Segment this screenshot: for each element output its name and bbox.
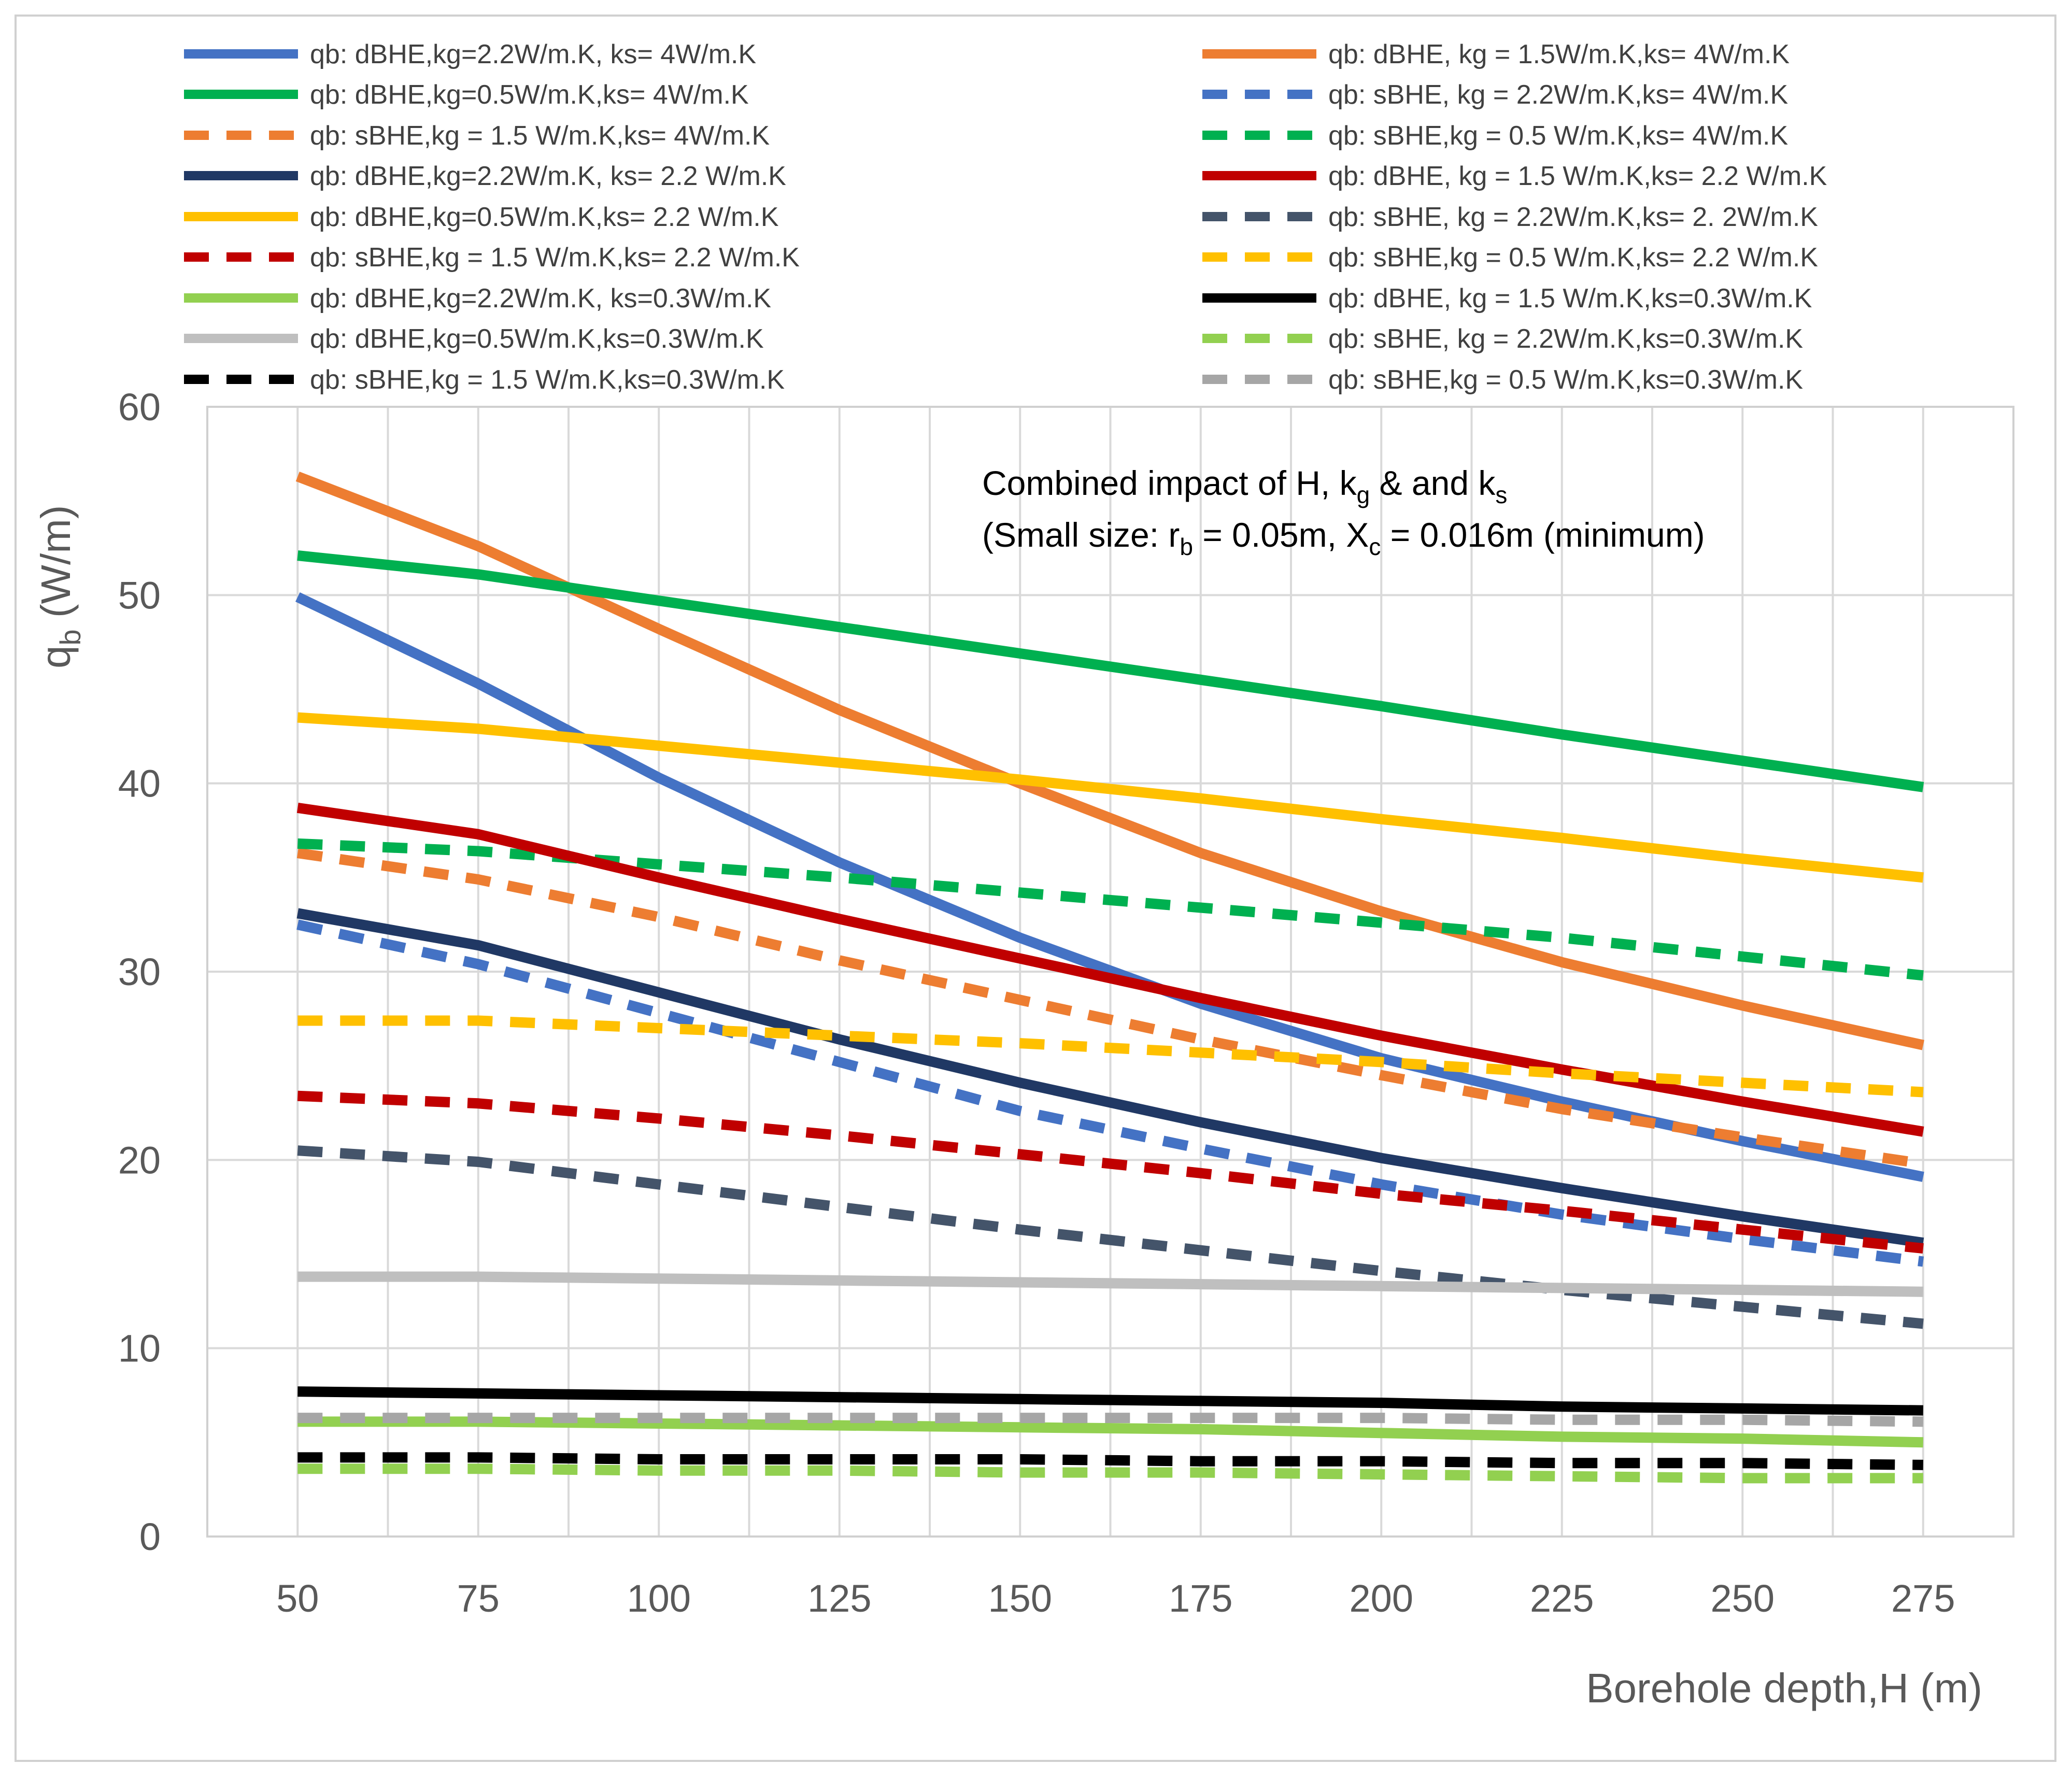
- annotation-line2-sub-b: b: [1180, 533, 1193, 560]
- legend-label-6: qb: sBHE,kg = 0.5 W/m.K,ks= 4W/m.K: [1328, 121, 1788, 151]
- annotation-line1-text: Combined impact of H, k: [982, 464, 1357, 502]
- series-line-10: [297, 1145, 1924, 1329]
- x-tick-label: 200: [1350, 1577, 1413, 1620]
- annotation-line2-end: = 0.016m (minimum): [1381, 516, 1705, 554]
- series-line-15: [297, 1271, 1923, 1297]
- x-tick-label: 125: [807, 1577, 871, 1620]
- x-tick-label: 250: [1711, 1577, 1775, 1620]
- y-tick-label: 20: [118, 1139, 161, 1182]
- y-tick-label: 50: [118, 574, 161, 617]
- legend-label-7: qb: dBHE,kg=2.2W/m.K, ks= 2.2 W/m.K: [310, 161, 786, 191]
- axis-ticks: 0 10 20 30 40 50 60 50 75 100 125 150 175 200 225 250 27…: [118, 386, 1955, 1620]
- legend: qb: dBHE,kg=2.2W/m.K, ks= 4W/m.K qb: dBHE…: [184, 39, 1827, 395]
- series-line-5: [296, 848, 1924, 1169]
- legend-label-4: qb: sBHE, kg = 2.2W/m.K,ks= 4W/m.K: [1328, 80, 1788, 110]
- x-tick-label: 175: [1169, 1577, 1232, 1620]
- y-axis-title-unit: (W/m): [33, 505, 79, 629]
- legend-label-5: qb: sBHE,kg = 1.5 W/m.K,ks= 4W/m.K: [310, 121, 770, 151]
- x-tick-label: 75: [457, 1577, 500, 1620]
- series-line-7: [296, 908, 1924, 1248]
- x-tick-label: 275: [1891, 1577, 1955, 1620]
- legend-label-3: qb: dBHE,kg=0.5W/m.K,ks= 4W/m.K: [310, 80, 749, 110]
- series-line-3: [297, 550, 1924, 792]
- legend-label-17: qb: sBHE,kg = 1.5 W/m.K,ks=0.3W/m.K: [310, 365, 785, 395]
- series-line-8: [296, 803, 1924, 1137]
- x-tick-label: 100: [627, 1577, 691, 1620]
- series-line-18: [297, 1413, 1923, 1427]
- x-tick-label: 50: [276, 1577, 319, 1620]
- series-line-11: [297, 1090, 1924, 1254]
- y-tick-label: 60: [118, 386, 161, 429]
- legend-label-18: qb: sBHE,kg = 0.5 W/m.K,ks=0.3W/m.K: [1328, 365, 1803, 395]
- series-line-9: [297, 712, 1924, 883]
- annotation-line1-mid: & and k: [1370, 464, 1496, 502]
- y-axis-title: qb (W/m): [33, 505, 87, 668]
- annotation-line-2: (Small size: rb = 0.05m, Xc = 0.016m (mi…: [982, 516, 1705, 560]
- plot-area-border: [206, 406, 2014, 1538]
- legend-label-11: qb: sBHE,kg = 1.5 W/m.K,ks= 2.2 W/m.K: [310, 243, 800, 273]
- annotation-line2-text: (Small size: r: [982, 516, 1180, 554]
- annotation-line1-sub-g: g: [1357, 481, 1370, 508]
- legend-label-12: qb: sBHE,kg = 0.5 W/m.K,ks= 2.2 W/m.K: [1328, 243, 1818, 273]
- legend-label-16: qb: sBHE, kg = 2.2W/m.K,ks=0.3W/m.K: [1328, 324, 1803, 354]
- legend-label-15: qb: dBHE,kg=0.5W/m.K,ks=0.3W/m.K: [310, 324, 764, 354]
- x-tick-label: 150: [988, 1577, 1052, 1620]
- annotation-line2-mid: = 0.05m, X: [1193, 516, 1369, 554]
- y-tick-label: 40: [118, 762, 161, 805]
- legend-label-8: qb: dBHE, kg = 1.5 W/m.K,ks= 2.2 W/m.K: [1328, 161, 1827, 191]
- annotation-line2-sub-c: c: [1369, 533, 1381, 560]
- legend-label-13: qb: dBHE,kg=2.2W/m.K, ks=0.3W/m.K: [310, 283, 771, 314]
- legend-label-2: qb: dBHE, kg = 1.5W/m.K,ks= 4W/m.K: [1328, 39, 1790, 69]
- series-line-16: [297, 1463, 1923, 1484]
- series-lines: [295, 472, 1924, 1484]
- legend-label-1: qb: dBHE,kg=2.2W/m.K, ks= 4W/m.K: [310, 39, 756, 69]
- x-tick-label: 225: [1530, 1577, 1594, 1620]
- y-tick-label: 0: [139, 1515, 161, 1558]
- series-line-12: [297, 1015, 1924, 1098]
- y-tick-label: 30: [118, 950, 161, 993]
- y-axis-title-main: q: [33, 646, 79, 669]
- series-line-4: [296, 919, 1924, 1267]
- series-line-17: [297, 1452, 1923, 1470]
- y-axis-title-sub: b: [54, 629, 87, 645]
- annotation-line1-sub-s: s: [1495, 481, 1507, 508]
- series-line-14: [297, 1386, 1923, 1416]
- legend-label-9: qb: dBHE,kg=0.5W/m.K,ks= 2.2 W/m.K: [310, 202, 779, 232]
- legend-label-10: qb: sBHE, kg = 2.2W/m.K,ks= 2. 2W/m.K: [1328, 202, 1818, 232]
- legend-label-14: qb: dBHE, kg = 1.5 W/m.K,ks=0.3W/m.K: [1328, 283, 1812, 314]
- y-tick-label: 10: [118, 1327, 161, 1370]
- annotation-line-1: Combined impact of H, kg & and ks: [982, 464, 1507, 508]
- x-axis-title: Borehole depth,H (m): [1586, 1665, 1982, 1711]
